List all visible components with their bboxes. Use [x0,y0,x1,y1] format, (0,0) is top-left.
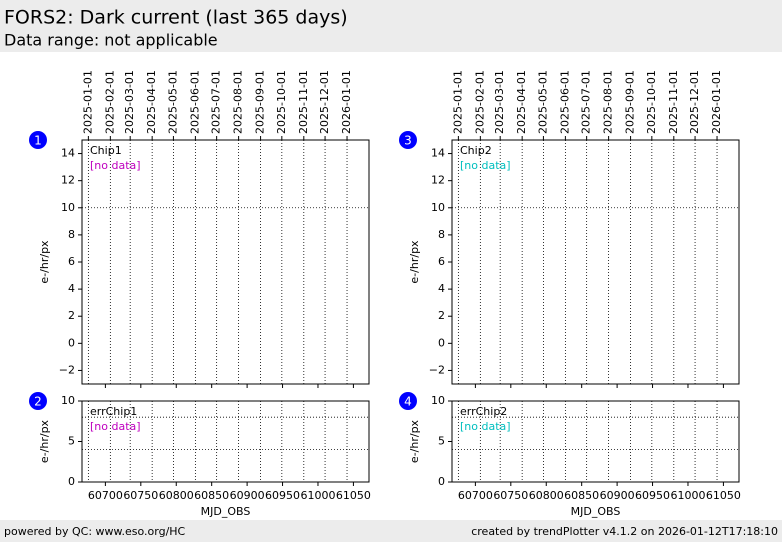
date-tick-label: 2025-04-01 [145,70,158,134]
y-tick-label: 0 [438,336,445,349]
y-tick-label: 10 [431,201,445,214]
x-tick-label: 60900 [600,489,635,502]
y-tick-label: 4 [438,282,445,295]
date-tick-label: 2025-08-01 [602,70,615,134]
y-tick-label: 6 [438,255,445,268]
plot-frame [451,139,740,385]
y-tick-label: 10 [61,394,75,407]
date-tick-label: 2025-01-01 [451,70,464,134]
x-tick-label: 60800 [159,489,194,502]
x-tick-label: 61000 [670,489,705,502]
y-tick-label: 2 [438,309,445,322]
no-data-note: [no data] [460,159,511,172]
page-subtitle: Data range: not applicable [4,31,218,50]
y-tick-label: 0 [438,475,445,488]
y-tick-label: 6 [68,255,75,268]
footer-right: created by trendPlotter v4.1.2 on 2026-0… [471,525,778,538]
date-tick-label: 2025-09-01 [624,70,637,134]
y-tick-label: 0 [68,336,75,349]
date-tick-label: 2025-02-01 [103,70,116,134]
date-tick-label: 2025-01-01 [81,70,94,134]
y-tick-label: 0 [68,475,75,488]
x-axis-label: MJD_OBS [571,505,621,518]
date-tick-label: 2025-02-01 [473,70,486,134]
date-tick-label: 2025-03-01 [123,70,136,134]
panel-badge [399,392,417,410]
badge-number: 1 [34,134,42,148]
date-tick-label: 2025-05-01 [166,70,179,134]
y-tick-label: 2 [68,309,75,322]
date-tick-label: 2025-10-01 [645,70,658,134]
date-tick-label: 2025-06-01 [188,70,201,134]
date-tick-label: 2025-12-01 [688,70,701,134]
y-tick-label: 4 [68,282,75,295]
plot-frame [81,139,370,385]
footer-left: powered by QC: www.eso.org/HC [4,525,186,538]
x-axis-label: MJD_OBS [201,505,251,518]
y-axis-label: e-/hr/px [38,419,51,463]
date-tick-label: 2025-12-01 [318,70,331,134]
y-tick-label: 8 [68,228,75,241]
x-tick-label: 61050 [336,489,371,502]
badge-number: 4 [404,395,412,409]
y-tick-label: 10 [61,201,75,214]
y-tick-label: 12 [61,174,75,187]
y-axis-label: e-/hr/px [408,240,421,284]
series-label: Chip1 [90,144,122,157]
x-tick-label: 60850 [194,489,229,502]
x-tick-label: 60950 [635,489,670,502]
y-tick-label: −2 [429,363,445,376]
date-tick-label: 2025-03-01 [493,70,506,134]
badge-number: 2 [34,395,42,409]
date-tick-label: 2025-11-01 [667,70,680,134]
x-tick-label: 60750 [493,489,528,502]
x-tick-label: 60900 [230,489,265,502]
y-tick-label: 12 [431,174,445,187]
date-tick-label: 2026-01-01 [340,70,353,134]
y-axis-label: e-/hr/px [38,240,51,284]
y-tick-label: 14 [431,147,445,160]
panel-badge [399,131,417,149]
date-tick-label: 2025-05-01 [536,70,549,134]
date-tick-label: 2025-10-01 [275,70,288,134]
y-tick-label: 10 [431,394,445,407]
x-tick-label: 60700 [88,489,123,502]
date-tick-label: 2025-07-01 [580,70,593,134]
header-band [0,0,782,52]
x-tick-label: 61050 [706,489,741,502]
badge-number: 3 [404,134,412,148]
date-tick-label: 2025-06-01 [558,70,571,134]
x-tick-label: 60750 [123,489,158,502]
date-tick-label: 2025-07-01 [210,70,223,134]
panel-badge [29,392,47,410]
date-tick-label: 2025-04-01 [515,70,528,134]
x-tick-label: 60850 [564,489,599,502]
y-axis-label: e-/hr/px [408,419,421,463]
x-tick-label: 61000 [300,489,335,502]
no-data-note: [no data] [90,159,141,172]
series-label: errChip2 [460,405,507,418]
no-data-note: [no data] [460,420,511,433]
panel-badge [29,131,47,149]
page-title: FORS2: Dark current (last 365 days) [4,7,348,29]
y-tick-label: −2 [59,363,75,376]
y-tick-label: 5 [68,435,75,448]
y-tick-label: 14 [61,147,75,160]
x-tick-label: 60700 [458,489,493,502]
y-tick-label: 8 [438,228,445,241]
x-tick-label: 60950 [265,489,300,502]
series-label: Chip2 [460,144,492,157]
y-tick-label: 5 [438,435,445,448]
date-tick-label: 2025-11-01 [297,70,310,134]
date-tick-label: 2025-08-01 [232,70,245,134]
no-data-note: [no data] [90,420,141,433]
series-label: errChip1 [90,405,137,418]
footer-band [0,520,782,542]
x-tick-label: 60800 [529,489,564,502]
date-tick-label: 2025-09-01 [254,70,267,134]
date-tick-label: 2026-01-01 [710,70,723,134]
